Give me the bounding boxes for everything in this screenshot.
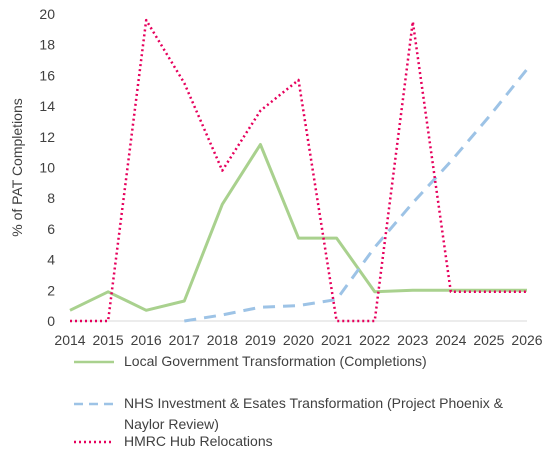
legend-label-hmrc-hub: HMRC Hub Relocations <box>124 433 273 449</box>
x-tick-label: 2014 <box>54 332 85 348</box>
legend-label-nhs-investment: NHS Investment & Esates Transformation (… <box>124 395 503 432</box>
y-tick-label: 2 <box>47 282 55 298</box>
legend-item-hmrc-hub: HMRC Hub Relocations <box>72 431 273 452</box>
y-tick-label: 20 <box>39 6 55 22</box>
y-axis-tick-labels: 0 2 4 6 8 10 12 14 16 18 20 <box>39 6 55 329</box>
x-tick-label: 2022 <box>359 332 390 348</box>
x-tick-label: 2020 <box>283 332 314 348</box>
x-tick-label: 2018 <box>207 332 238 348</box>
y-tick-label: 10 <box>39 160 55 176</box>
x-tick-label: 2019 <box>245 332 276 348</box>
y-tick-label: 6 <box>47 221 55 237</box>
y-tick-label: 0 <box>47 313 55 329</box>
legend-item-local-government: Local Government Transformation (Complet… <box>72 351 427 372</box>
y-axis-label: % of PAT Completions <box>9 98 25 237</box>
series-line-hmrc-hub <box>70 18 527 323</box>
y-tick-label: 18 <box>39 37 55 53</box>
y-tick-label: 4 <box>47 252 55 268</box>
x-tick-label: 2015 <box>93 332 124 348</box>
x-tick-label: 2026 <box>511 332 542 348</box>
series-lines <box>69 18 529 323</box>
y-tick-label: 8 <box>47 190 55 206</box>
x-tick-label: 2023 <box>397 332 428 348</box>
legend-swatch-hmrc-hub <box>74 440 114 444</box>
x-tick-label: 2021 <box>321 332 352 348</box>
series-line-local-government <box>69 143 527 312</box>
legend-swatch-local-government <box>74 360 114 364</box>
x-tick-label: 2025 <box>473 332 504 348</box>
x-axis-tick-labels: 2014 2015 2016 2017 2018 2019 2020 2021 2022 2023… <box>54 332 542 348</box>
x-tick-label: 2017 <box>169 332 200 348</box>
legend-item-nhs-investment: NHS Investment & Esates Transformation (… <box>72 393 544 435</box>
y-tick-label: 12 <box>39 129 55 145</box>
series-line-nhs-investment <box>184 68 529 323</box>
y-tick-label: 14 <box>39 98 55 114</box>
legend-swatch-nhs-investment <box>74 402 114 406</box>
x-tick-label: 2024 <box>435 332 466 348</box>
legend-label-local-government: Local Government Transformation (Complet… <box>124 353 427 369</box>
y-tick-label: 16 <box>39 67 55 83</box>
x-tick-label: 2016 <box>131 332 162 348</box>
